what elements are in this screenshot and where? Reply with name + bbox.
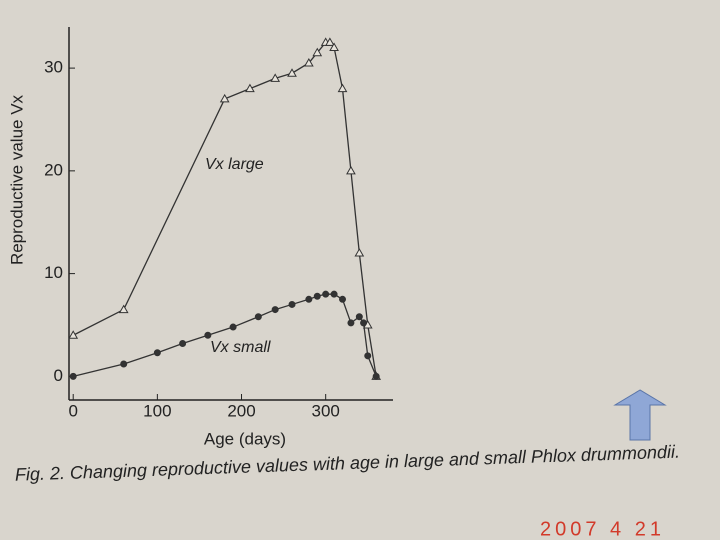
marker <box>360 319 368 327</box>
arrow-icon[interactable] <box>613 389 667 441</box>
date-stamp: 2007 4 21 <box>540 518 665 540</box>
marker <box>347 319 355 327</box>
y-tick-label: 20 <box>44 160 63 179</box>
y-tick-label: 30 <box>44 58 63 77</box>
marker <box>346 165 356 175</box>
series-line <box>72 41 377 377</box>
marker <box>303 57 314 67</box>
marker <box>364 352 372 360</box>
y-tick-label: 10 <box>44 263 63 282</box>
series-label: Vx large <box>205 156 264 173</box>
marker <box>229 323 237 331</box>
x-tick-label: 100 <box>143 401 171 420</box>
marker <box>254 313 262 321</box>
marker <box>270 73 281 82</box>
marker <box>245 83 255 93</box>
marker <box>305 295 313 303</box>
marker <box>287 68 297 77</box>
marker <box>179 339 187 347</box>
marker <box>313 292 321 300</box>
x-tick-label: 300 <box>311 401 339 420</box>
marker <box>337 83 348 93</box>
x-tick-label: 200 <box>227 401 255 420</box>
marker <box>325 37 335 46</box>
marker <box>355 313 363 321</box>
x-tick-label: 0 <box>68 401 77 420</box>
series-label: Vx small <box>210 339 271 356</box>
x-axis-label: Age (days) <box>204 429 286 448</box>
marker <box>69 372 77 380</box>
marker <box>312 47 323 57</box>
marker <box>204 331 212 339</box>
marker <box>339 295 347 303</box>
marker <box>329 42 339 52</box>
marker <box>372 372 380 380</box>
marker <box>288 300 296 308</box>
marker <box>120 360 128 368</box>
marker <box>271 306 279 314</box>
marker <box>322 290 330 298</box>
marker <box>118 304 129 314</box>
marker <box>153 349 161 357</box>
y-tick-label: 0 <box>54 366 63 385</box>
marker <box>68 330 79 339</box>
marker <box>354 248 365 257</box>
marker <box>330 290 338 298</box>
y-axis-label: Reproductive value Vx <box>7 94 26 265</box>
marker <box>219 93 230 103</box>
